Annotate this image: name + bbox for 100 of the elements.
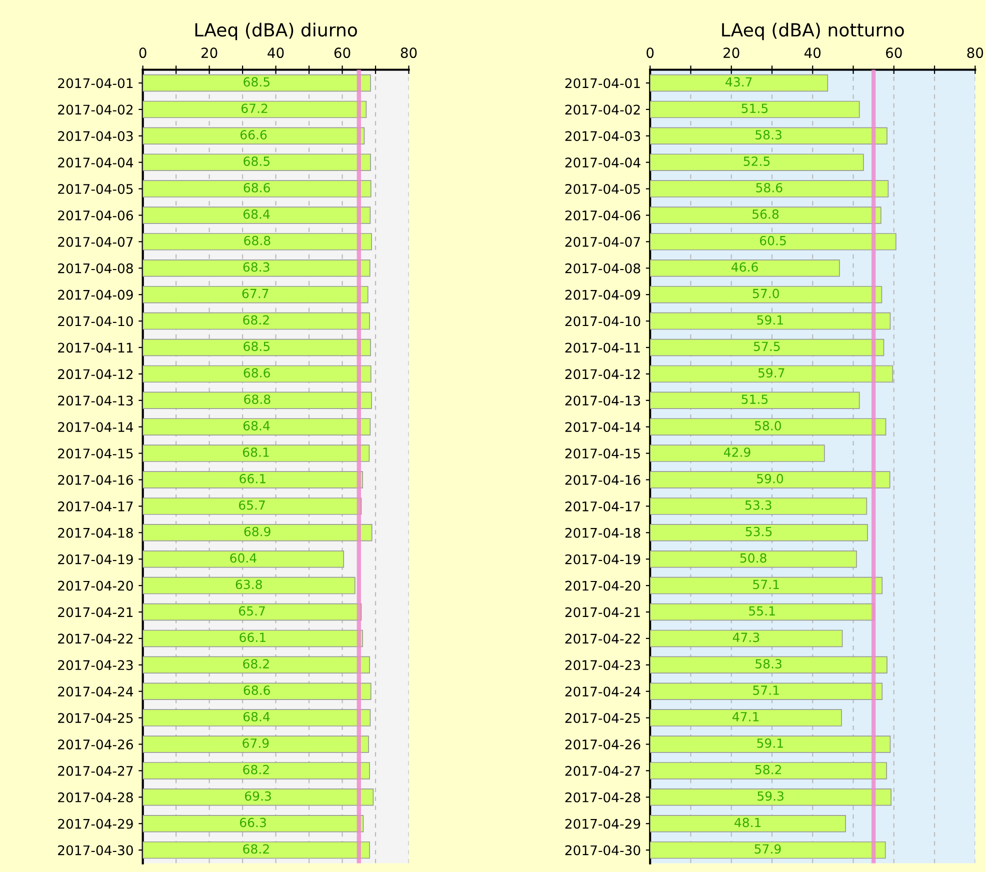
y-tick-label: 2017-04-29 — [565, 818, 640, 829]
y-tick-label: 2017-04-19 — [565, 554, 640, 564]
data-label: 66.6 — [240, 130, 267, 140]
bar — [142, 154, 371, 171]
bar — [142, 418, 371, 436]
y-tick-label: 2017-04-15 — [565, 448, 640, 458]
data-label: 68.4 — [243, 421, 270, 430]
data-label: 51.5 — [742, 104, 768, 114]
data-label: 67.9 — [242, 738, 269, 748]
y-tick-label: 2017-04-25 — [565, 713, 640, 723]
x-tick-label: 20 — [724, 48, 740, 58]
data-label: 59.1 — [757, 738, 783, 748]
y-tick-label: 2017-04-13 — [58, 396, 133, 406]
bar — [142, 100, 367, 118]
y-tick-label: 2017-04-23 — [565, 660, 640, 670]
bar — [650, 656, 888, 674]
data-label: 68.8 — [244, 394, 270, 404]
bar — [142, 709, 371, 726]
bar — [650, 682, 883, 700]
y-tick-label: 2017-04-01 — [58, 78, 133, 88]
y-tick-label: 2017-04-15 — [58, 448, 133, 458]
chart-title: LAeq (dBA) diurno — [195, 22, 357, 40]
bar — [142, 736, 369, 753]
bar — [650, 260, 840, 277]
bar — [142, 656, 370, 674]
y-tick-label: 2017-04-17 — [58, 501, 133, 512]
data-label: 52.5 — [744, 156, 770, 166]
data-label: 60.4 — [230, 553, 256, 563]
y-tick-label: 2017-04-14 — [58, 422, 134, 432]
y-tick-label: 2017-04-26 — [58, 739, 133, 750]
y-tick-label: 2017-04-02 — [58, 104, 132, 115]
y-tick-label: 2017-04-27 — [565, 766, 640, 776]
bar — [650, 788, 892, 806]
bar — [650, 206, 882, 224]
bar — [650, 444, 825, 462]
y-tick-label: 2017-04-29 — [58, 818, 133, 829]
bar — [650, 709, 842, 726]
x-tick-label: 60 — [334, 48, 350, 58]
bar — [142, 762, 370, 780]
y-tick-label: 2017-04-05 — [565, 184, 640, 194]
data-label: 59.7 — [758, 368, 784, 378]
bar — [650, 338, 884, 356]
y-tick-label: 2017-04-17 — [565, 501, 640, 512]
data-label: 68.3 — [243, 262, 270, 272]
x-tick-label: 0 — [646, 48, 654, 58]
data-label: 66.1 — [240, 474, 266, 484]
data-label: 63.8 — [236, 580, 262, 590]
bar — [650, 736, 891, 753]
bar — [650, 814, 846, 832]
data-label: 59.3 — [758, 791, 784, 801]
y-tick-label: 2017-04-20 — [58, 580, 133, 591]
y-tick-label: 2017-04-09 — [565, 290, 640, 300]
data-label: 68.2 — [243, 659, 269, 669]
y-tick-label: 2017-04-04 — [58, 158, 134, 168]
bar — [650, 471, 890, 488]
bar — [650, 392, 860, 410]
y-tick-label: 2017-04-08 — [58, 263, 133, 274]
bar — [142, 365, 372, 383]
data-label: 55.1 — [749, 606, 775, 616]
bar — [650, 576, 883, 594]
y-tick-label: 2017-04-12 — [58, 369, 132, 380]
data-label: 57.5 — [754, 342, 780, 352]
x-tick-label: 20 — [201, 48, 218, 58]
data-label: 46.6 — [731, 262, 758, 272]
bar — [142, 180, 372, 198]
y-tick-label: 2017-04-23 — [58, 660, 133, 670]
x-tick-label: 0 — [139, 48, 146, 58]
y-tick-label: 2017-04-21 — [58, 607, 133, 618]
data-label: 68.2 — [243, 764, 269, 774]
data-label: 60.5 — [760, 236, 786, 246]
x-tick-label: 40 — [268, 48, 284, 58]
x-tick-label: 40 — [804, 48, 821, 58]
data-label: 68.2 — [243, 315, 269, 325]
data-label: 53.3 — [745, 500, 772, 510]
bar — [142, 630, 363, 648]
x-tick-label: 60 — [886, 48, 902, 58]
y-tick-label: 2017-04-25 — [58, 713, 133, 723]
y-tick-label: 2017-04-08 — [565, 263, 640, 274]
data-label: 69.3 — [244, 791, 271, 801]
y-tick-label: 2017-04-24 — [58, 686, 134, 697]
y-tick-label: 2017-04-16 — [58, 474, 133, 485]
y-tick-label: 2017-04-07 — [58, 236, 133, 247]
data-label: 57.1 — [753, 580, 779, 590]
data-label: 65.7 — [238, 500, 265, 510]
data-label: 67.7 — [242, 288, 268, 298]
bar — [650, 550, 857, 568]
data-label: 58.3 — [756, 659, 782, 669]
data-label: 68.8 — [244, 236, 270, 246]
y-tick-label: 2017-04-11 — [565, 342, 640, 353]
y-tick-label: 2017-04-16 — [565, 474, 640, 485]
y-tick-label: 2017-04-13 — [565, 396, 640, 406]
x-tick-label: 80 — [400, 48, 417, 58]
data-label: 68.1 — [242, 447, 269, 457]
bar — [650, 312, 891, 330]
data-label: 48.1 — [734, 818, 761, 828]
y-tick-label: 2017-04-26 — [565, 739, 640, 750]
bar — [650, 841, 886, 859]
data-label: 58.0 — [754, 421, 782, 430]
bar — [650, 762, 887, 780]
bar — [142, 338, 371, 356]
